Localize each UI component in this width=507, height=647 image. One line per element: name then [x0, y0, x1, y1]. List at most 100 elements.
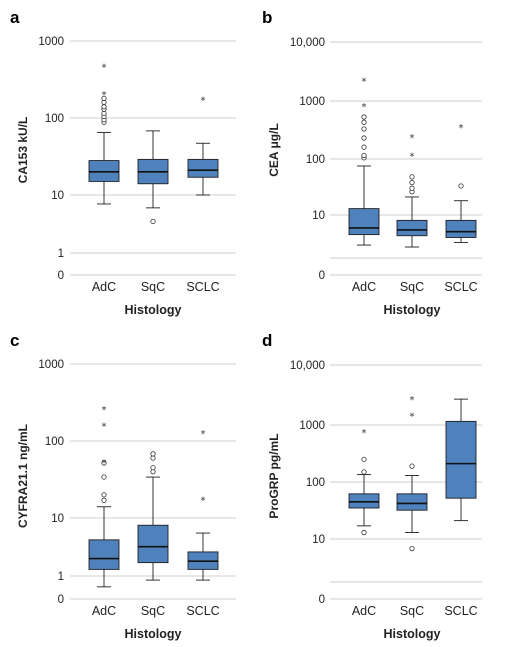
y-tick-label: 10 — [312, 210, 325, 222]
x-axis-label-d: Histology — [384, 627, 441, 641]
outlier-point — [361, 456, 367, 462]
panel-letter-c: c — [10, 331, 19, 350]
extreme-point: * — [102, 458, 107, 469]
y-tick-label: 0 — [319, 594, 325, 606]
outlier-point — [409, 174, 415, 180]
outlier-point — [361, 126, 367, 132]
y-tick-label: 10,000 — [290, 37, 325, 49]
category-label: SqC — [141, 604, 165, 618]
outlier-point — [361, 469, 367, 475]
iqr-box — [137, 524, 169, 564]
y-tick-label: 100 — [45, 113, 64, 125]
y-tick-label: 100 — [306, 154, 325, 166]
y-tick-label: 0 — [319, 270, 325, 282]
outlier-point — [409, 179, 415, 186]
box-SqC: ** — [396, 395, 428, 552]
iqr-box — [348, 208, 380, 236]
outlier-point — [150, 218, 156, 225]
y-tick-label: 100 — [45, 436, 64, 448]
box-AdC: ** — [348, 77, 380, 246]
panel-d: d ProGRP pg/mL Histology 0 10 100 1000 10,00… — [262, 331, 482, 641]
extreme-point: * — [201, 429, 206, 440]
outlier-point — [409, 545, 415, 552]
outlier-point — [361, 144, 367, 150]
iqr-box — [187, 158, 219, 178]
panel-letter-d: d — [262, 331, 272, 350]
outlier-point — [101, 492, 107, 498]
extreme-point: * — [102, 405, 107, 416]
outlier-point — [361, 135, 367, 141]
extreme-point: * — [459, 123, 464, 134]
y-tick-label: 0 — [58, 270, 64, 282]
y-tick-label: 1 — [58, 571, 64, 583]
x-axis-label-b: Histology — [384, 303, 441, 317]
y-tick-label: 1 — [58, 248, 64, 260]
outlier-point — [150, 465, 156, 471]
outlier-point — [150, 455, 156, 461]
category-label: SCLC — [186, 280, 219, 294]
outlier-point — [101, 460, 107, 466]
box-SCLC: * — [445, 123, 477, 243]
y-tick-label: 1000 — [38, 359, 64, 371]
extreme-point: * — [410, 411, 415, 422]
y-tick-label: 1000 — [38, 36, 64, 48]
box-SCLC — [445, 398, 477, 522]
y-tick-label: 0 — [58, 594, 64, 606]
extreme-point: * — [410, 395, 415, 406]
iqr-box — [348, 493, 380, 509]
panel-a: a CA153 kU/L Histology 0 1 10 100 1000 AdC SqC… — [10, 8, 236, 317]
box-SCLC: ** — [187, 429, 219, 581]
box-SqC — [137, 451, 169, 581]
panel-c: c CYFRA21.1 ng/mL Histology 0 1 10 100 1000 A… — [10, 331, 236, 641]
panel-b: b CEA μg/L Histology 0 10 100 1000 10,000 AdC… — [262, 8, 482, 317]
extreme-point: * — [201, 95, 206, 106]
outlier-point — [409, 463, 415, 469]
y-tick-label: 10 — [51, 513, 64, 525]
box-SqC — [137, 130, 169, 225]
outlier-point — [101, 474, 107, 480]
extreme-point: * — [362, 428, 367, 439]
outlier-point — [150, 451, 156, 457]
y-tick-label: 100 — [306, 477, 325, 489]
category-label: AdC — [92, 280, 116, 294]
outlier-point — [361, 529, 367, 536]
y-axis-label-a: CA153 kU/L — [16, 117, 30, 184]
iqr-box — [88, 160, 120, 182]
outlier-point — [101, 104, 107, 110]
extreme-point: * — [410, 151, 415, 162]
category-label: SCLC — [186, 604, 219, 618]
outlier-point — [361, 152, 367, 159]
outlier-point — [409, 185, 415, 191]
category-label: AdC — [352, 280, 376, 294]
iqr-box — [445, 219, 477, 238]
extreme-point: * — [410, 133, 415, 144]
category-label: SqC — [400, 604, 424, 618]
outlier-point — [361, 114, 367, 120]
extreme-point: * — [102, 63, 107, 74]
x-axis-label-a: Histology — [125, 303, 182, 317]
outlier-point — [458, 183, 464, 189]
y-axis-label-d: ProGRP pg/mL — [267, 433, 281, 518]
extreme-point: * — [102, 421, 107, 432]
y-tick-label: 1000 — [299, 96, 325, 108]
outlier-point — [101, 497, 107, 503]
box-SqC: ** — [396, 133, 428, 248]
outlier-point — [361, 119, 367, 125]
extreme-point: * — [102, 90, 107, 101]
category-label: AdC — [352, 604, 376, 618]
iqr-box — [396, 493, 428, 511]
y-tick-label: 10 — [51, 190, 64, 202]
box-SCLC: * — [187, 95, 219, 196]
panel-letter-a: a — [10, 8, 20, 27]
iqr-box — [396, 219, 428, 237]
iqr-box — [88, 539, 120, 570]
box-AdC: * — [348, 428, 380, 536]
y-axis-label-b: CEA μg/L — [267, 123, 281, 177]
outlier-point — [101, 95, 107, 101]
category-label: SqC — [400, 280, 424, 294]
y-tick-label: 1000 — [299, 420, 325, 432]
box-AdC: ** — [88, 63, 120, 205]
extreme-point: * — [362, 102, 367, 113]
category-label: SqC — [141, 280, 165, 294]
